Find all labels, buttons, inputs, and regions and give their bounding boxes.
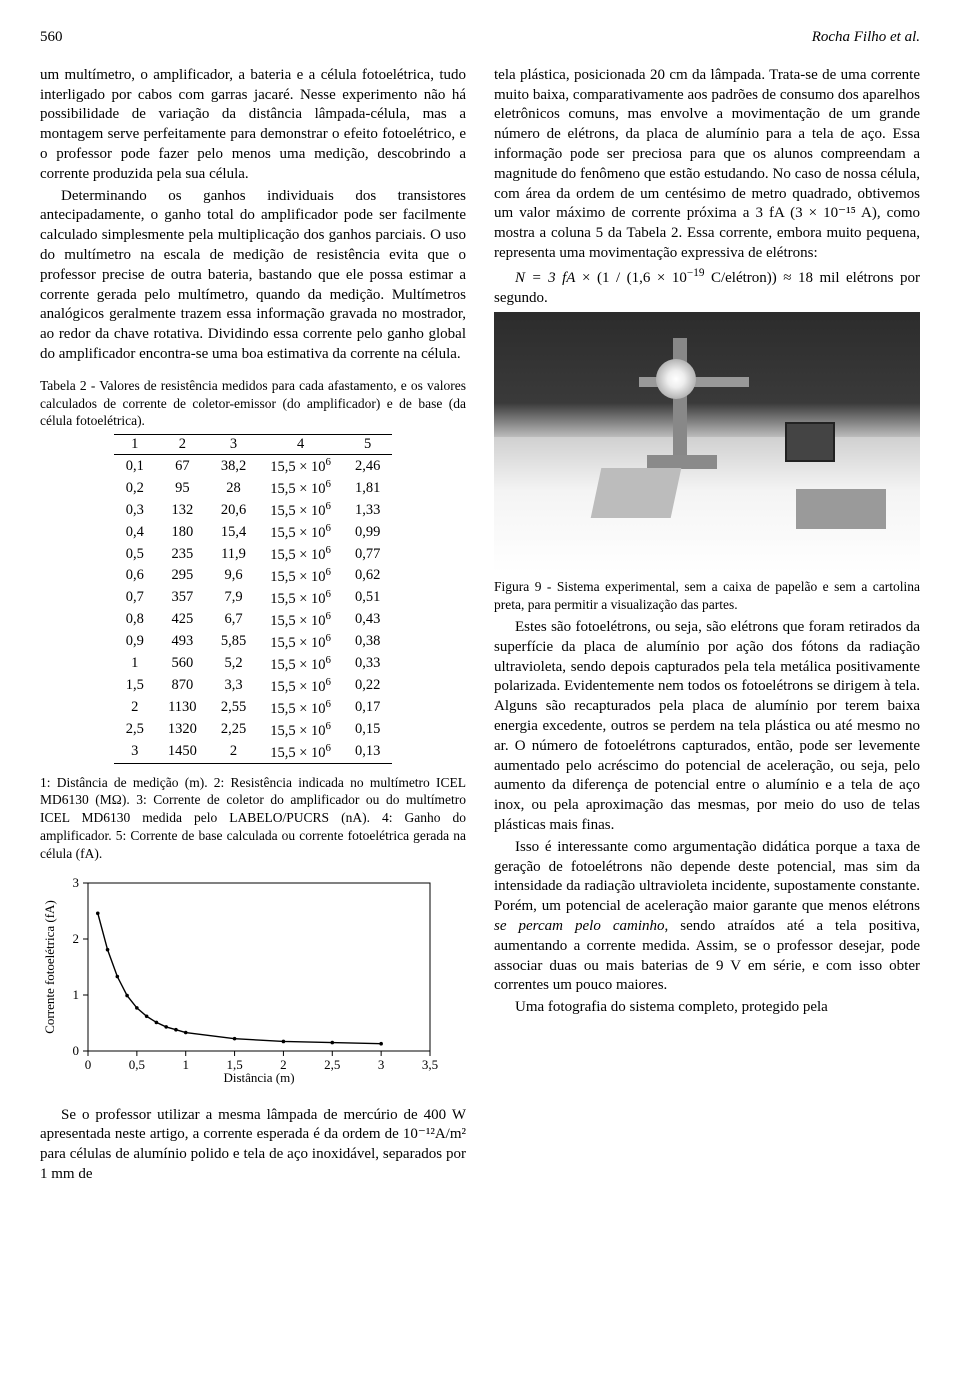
figure-photo (494, 312, 920, 572)
page-number: 560 (40, 28, 63, 48)
paragraph: um multímetro, o amplificador, a bateria… (40, 66, 466, 185)
svg-text:3: 3 (73, 875, 80, 890)
svg-text:1: 1 (73, 987, 80, 1002)
svg-text:0: 0 (73, 1043, 80, 1058)
paragraph: Estes são fotoelétrons, ou seja, são elé… (494, 618, 920, 836)
page-header: 560 Rocha Filho et al. (40, 28, 920, 48)
paragraph: tela plástica, posicionada 20 cm da lâmp… (494, 66, 920, 264)
table-caption: Tabela 2 - Valores de resistência medido… (40, 377, 466, 430)
formula: N = 3 fA × (1 / (1,6 × 10−19 C/elétron))… (494, 266, 920, 309)
svg-text:1: 1 (182, 1057, 189, 1072)
svg-text:2: 2 (73, 931, 80, 946)
page-authors: Rocha Filho et al. (812, 28, 920, 48)
svg-text:2,5: 2,5 (324, 1057, 340, 1072)
figure-caption: Figura 9 - Sistema experimental, sem a c… (494, 578, 920, 614)
line-chart: 00,511,522,533,50123Distância (m)Corrent… (40, 875, 466, 1092)
svg-text:Corrente fotoelétrica (fA): Corrente fotoelétrica (fA) (42, 900, 57, 1034)
svg-text:Distância (m): Distância (m) (223, 1070, 294, 1085)
svg-text:0: 0 (85, 1057, 92, 1072)
svg-text:3,5: 3,5 (422, 1057, 438, 1072)
paragraph: Isso é interessante como argumentação di… (494, 838, 920, 996)
right-column: tela plástica, posicionada 20 cm da lâmp… (494, 66, 920, 1187)
svg-text:0,5: 0,5 (129, 1057, 145, 1072)
svg-text:3: 3 (378, 1057, 385, 1072)
table-legend: 1: Distância de medição (m). 2: Resistên… (40, 774, 466, 863)
left-column: um multímetro, o amplificador, a bateria… (40, 66, 466, 1187)
data-table: 123450,16738,215,5 × 1062,460,2952815,5 … (114, 434, 393, 763)
paragraph: Se o professor utilizar a mesma lâmpada … (40, 1106, 466, 1185)
paragraph: Determinando os ganhos individuais dos t… (40, 187, 466, 365)
two-column-layout: um multímetro, o amplificador, a bateria… (40, 66, 920, 1187)
paragraph: Uma fotografia do sistema completo, prot… (494, 998, 920, 1018)
